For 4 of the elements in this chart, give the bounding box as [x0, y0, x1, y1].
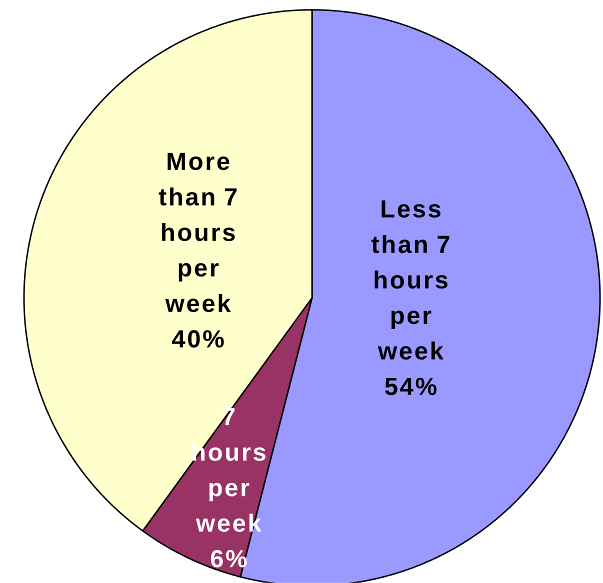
slice-label: Less than 7 hours per week: [371, 200, 450, 360]
data-label: 54%: [385, 378, 436, 396]
data-label: 40%: [172, 330, 224, 348]
slice-label: More than 7 hours per week: [158, 152, 237, 312]
